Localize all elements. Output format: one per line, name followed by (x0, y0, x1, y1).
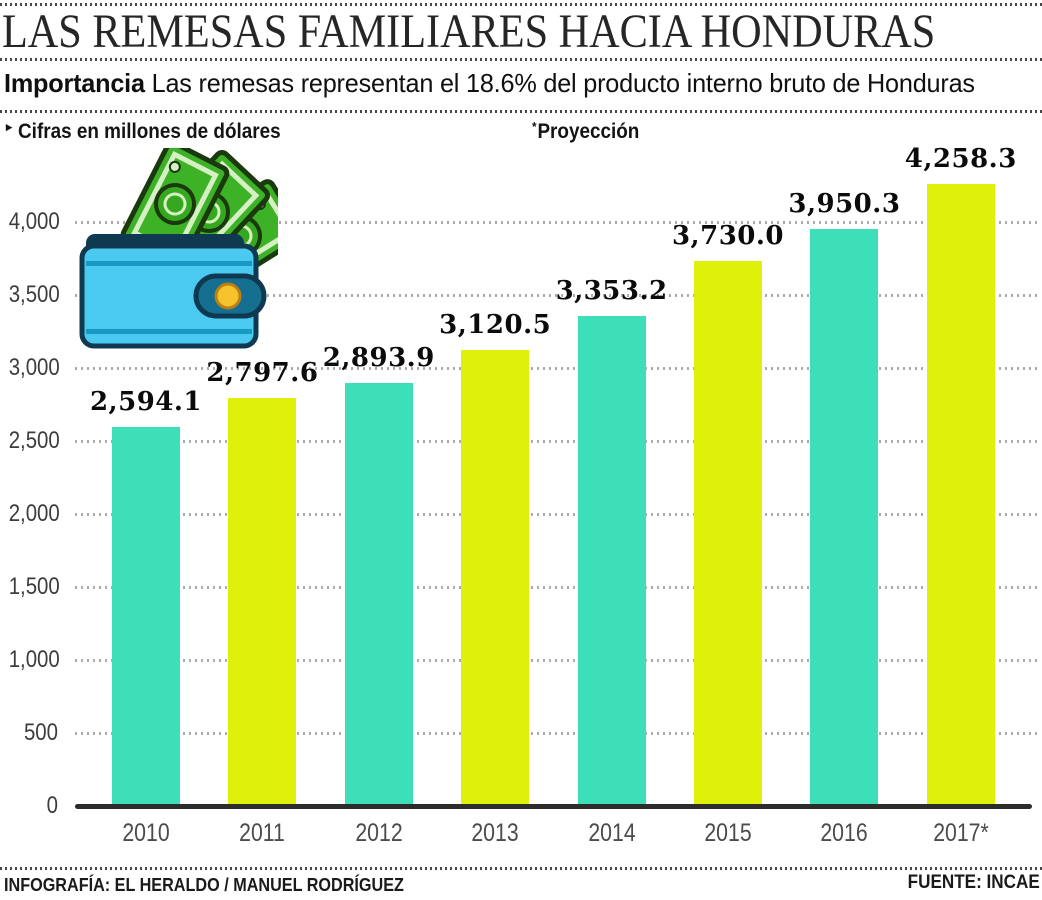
x-axis-year-label-2016: 2016 (820, 819, 869, 847)
bar-2012 (344, 383, 413, 806)
y-axis-tick-3,500: 3,500 (8, 281, 60, 308)
clasp-button (214, 282, 242, 310)
bar-2015 (694, 261, 762, 806)
gridline-2,000 (75, 513, 1038, 516)
x-axis-year-label-2010: 2010 (122, 819, 170, 847)
y-axis-tick-500: 500 (23, 719, 59, 746)
bar-2013 (461, 350, 530, 806)
bar-value-label-2011: 2,797.6 (206, 357, 319, 388)
bar-value-label-2012: 2,893.9 (322, 343, 435, 374)
bar-2011 (228, 397, 297, 806)
y-axis-tick-2,500: 2,500 (8, 427, 60, 454)
gridline-500 (75, 732, 1038, 735)
x-axis-year-label-2017: 2017* (933, 819, 989, 847)
bar-2017 (926, 184, 995, 806)
gridline-4,000 (75, 221, 1038, 224)
gridline-3,500 (75, 294, 1038, 297)
bar-2014 (577, 316, 646, 806)
y-axis-tick-1,500: 1,500 (8, 573, 60, 600)
subtitle-dotted-rule (0, 110, 1042, 113)
wallet-clasp (193, 273, 267, 319)
bar-value-label-2010: 2,594.1 (89, 387, 203, 418)
bar-chart-area: 4,000 3,500 3,000 2,500 2,000 1,500 1,000 500 0 2… (0, 144, 1042, 850)
asterisk-marker: * (532, 119, 538, 134)
y-axis-tick-3,000: 3,000 (8, 354, 60, 381)
footer-source: FUENTE: INCAE (907, 872, 1040, 893)
footer-dotted-rule (0, 867, 1042, 870)
gridline-1,500 (75, 586, 1038, 589)
projection-note-text: Proyección (537, 120, 640, 143)
top-dotted-rule (0, 3, 1042, 6)
bar-2010 (112, 427, 180, 806)
y-axis-tick-0: 0 (46, 792, 58, 819)
subtitle-text: Las remesas representan el 18.6% del pro… (151, 68, 975, 98)
gridline-3,000 (75, 367, 1038, 370)
unit-note-text: Cifras en millones de dólares (18, 120, 281, 143)
x-axis-year-label-2011: 2011 (239, 819, 286, 847)
x-axis-year-label-2012: 2012 (355, 819, 403, 847)
projection-note: *Proyección (532, 119, 639, 144)
gridline-2,500 (75, 440, 1038, 443)
bar-value-label-2014: 3,353.2 (555, 276, 668, 307)
footer-credit: INFOGRAFÍA: EL HERALDO / MANUEL RODRÍGUE… (4, 875, 404, 895)
triangle-marker-icon: ▸ (6, 119, 13, 134)
y-axis-tick-2,000: 2,000 (8, 500, 60, 527)
wallet-money-icon (79, 148, 278, 349)
unit-note: ▸ Cifras en millones de dólares (6, 119, 281, 144)
gridline-1,000 (75, 659, 1038, 662)
title-dotted-rule (0, 58, 1042, 61)
x-axis-year-label-2015: 2015 (704, 819, 752, 847)
page-title: LAS REMESAS FAMILIARES HACIA HONDURAS (2, 5, 936, 58)
x-axis-year-label-2014: 2014 (587, 819, 636, 847)
y-axis-tick-4,000: 4,000 (8, 208, 60, 235)
bar-value-label-2017: 4,258.3 (904, 144, 1017, 175)
x-axis-line (75, 804, 1032, 809)
bar-2016 (810, 229, 879, 806)
bar-value-label-2013: 3,120.5 (439, 310, 552, 341)
subtitle: Importancia Las remesas representan el 1… (4, 68, 975, 98)
bar-value-label-2016: 3,950.3 (788, 189, 901, 220)
bar-value-label-2015: 3,730.0 (671, 221, 785, 252)
subtitle-kicker: Importancia (4, 68, 145, 98)
wallet-icon (79, 234, 267, 349)
y-axis-tick-1,000: 1,000 (8, 646, 60, 673)
x-axis-year-label-2013: 2013 (471, 819, 519, 847)
